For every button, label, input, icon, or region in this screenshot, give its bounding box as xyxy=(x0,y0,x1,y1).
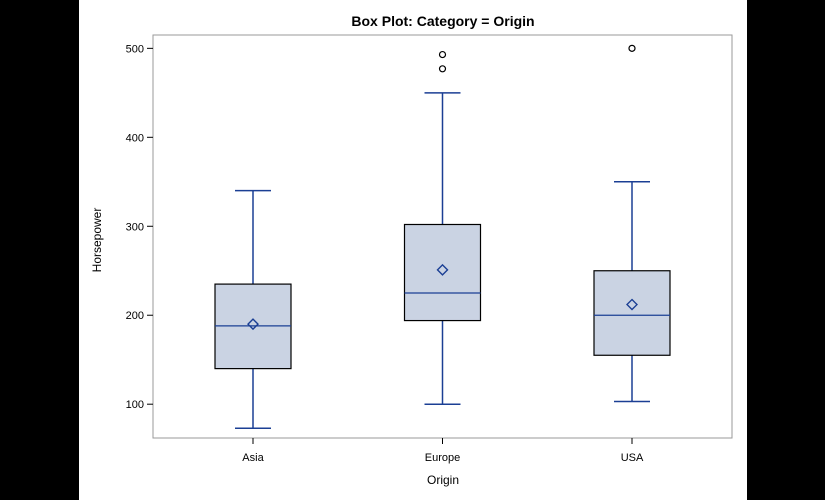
y-axis-label: Horsepower xyxy=(90,208,104,273)
box-series xyxy=(214,44,671,429)
box-group-asia xyxy=(214,189,292,429)
outlier-point xyxy=(628,44,636,52)
x-axis: Asia Europe USA xyxy=(242,438,644,464)
y-tick-label: 500 xyxy=(126,43,144,55)
y-tick-label: 200 xyxy=(126,310,144,322)
box-group-usa xyxy=(593,44,671,403)
chart-panel: Box Plot: Category = Origin 100 200 300 400… xyxy=(79,0,747,500)
x-tick-label: Asia xyxy=(242,452,264,464)
box-plot-chart: Box Plot: Category = Origin 100 200 300 400… xyxy=(90,13,733,487)
mean-marker xyxy=(436,263,449,276)
outlier-point xyxy=(438,50,447,59)
x-tick-label: USA xyxy=(621,452,644,464)
mean-marker xyxy=(626,298,638,311)
mean-marker xyxy=(247,318,259,331)
x-axis-label: Origin xyxy=(427,473,459,487)
y-axis: 100 200 300 400 500 xyxy=(126,43,153,411)
y-tick-label: 100 xyxy=(126,399,144,411)
y-tick-label: 400 xyxy=(126,132,144,144)
x-tick-label: Europe xyxy=(425,452,460,464)
chart-title: Box Plot: Category = Origin xyxy=(351,13,534,29)
iqr-box xyxy=(593,270,671,356)
outlier-point xyxy=(438,65,447,73)
y-tick-label: 300 xyxy=(126,221,144,233)
iqr-box xyxy=(403,223,482,322)
box-group-europe xyxy=(403,50,482,405)
